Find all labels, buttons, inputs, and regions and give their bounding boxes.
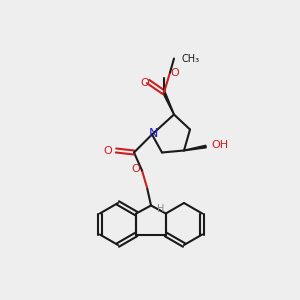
Text: H: H	[157, 203, 165, 214]
Text: CH₃: CH₃	[182, 53, 200, 64]
Text: O: O	[103, 146, 112, 155]
Text: N: N	[148, 127, 158, 140]
Text: O: O	[132, 164, 140, 173]
Text: O: O	[171, 68, 179, 77]
Polygon shape	[163, 92, 174, 115]
Polygon shape	[184, 145, 206, 151]
Text: OH: OH	[212, 140, 229, 149]
Text: O: O	[141, 77, 149, 88]
